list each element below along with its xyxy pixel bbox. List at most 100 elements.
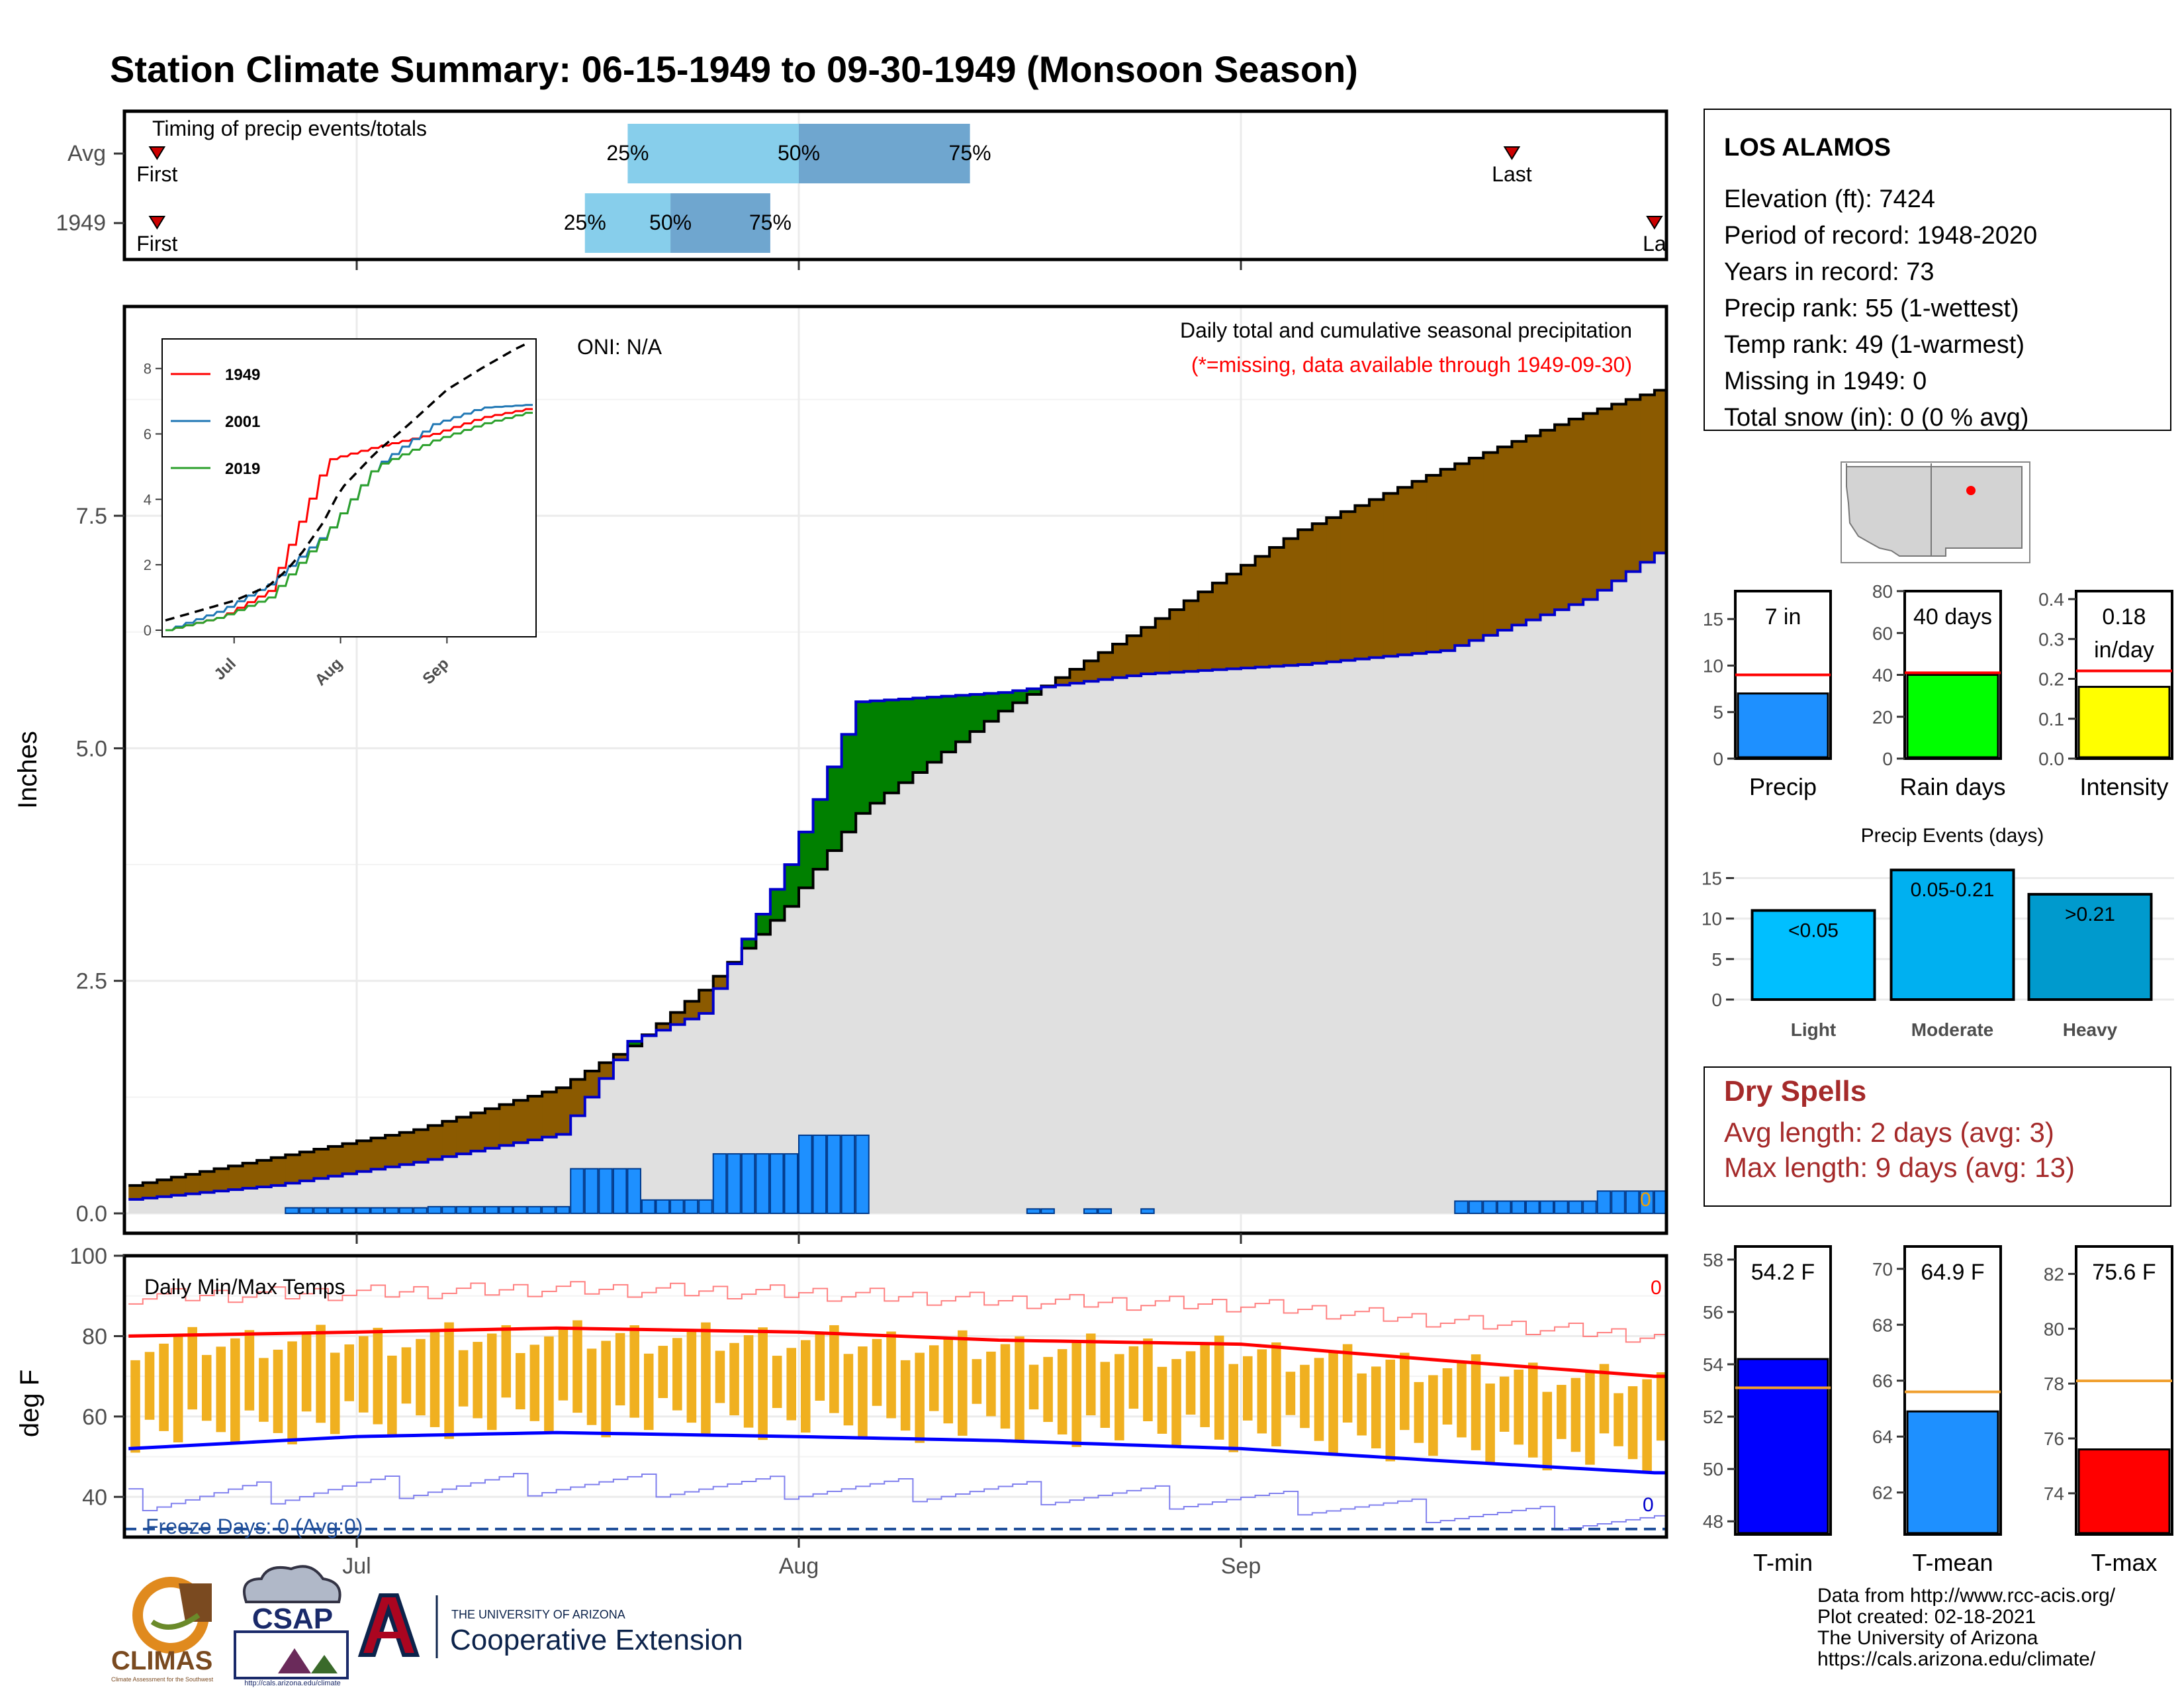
station-info-line-3: Precip rank: 55 (1-wettest): [1724, 295, 2019, 322]
precip-events-title: Precip Events (days): [1861, 825, 2044, 847]
cumulative-deficit-step: [357, 1141, 372, 1172]
timing-title: Timing of precip events/totals: [152, 117, 427, 140]
daily-temp-range-bar: [187, 1327, 197, 1410]
daily-temp-range-bar: [273, 1349, 283, 1433]
cumulative-deficit-step: [1654, 390, 1666, 553]
mini-rain-days-value-bar: [1906, 674, 1999, 759]
mini-intensity-x-label: Intensity: [2079, 773, 2168, 800]
cumulative-deficit-step: [599, 1062, 614, 1079]
timing-panel: 25% 50% 75% First Last 25% 50% 75% First La Timin…: [56, 109, 1668, 270]
daily-temp-range-bar: [786, 1348, 796, 1421]
station-info-box: LOS ALAMOS Elevation (ft): 7424 Period of…: [1704, 109, 2171, 432]
cumulative-deficit-step: [1212, 583, 1228, 670]
dry-spells-title: Dry Spells: [1724, 1075, 1866, 1107]
daily-temp-range-bar: [1271, 1342, 1281, 1446]
events-tick-label-2: 10: [1702, 909, 1722, 929]
daily-precip-bar: [727, 1153, 741, 1214]
cumulative-deficit-step: [1383, 493, 1398, 657]
cumulative-deficit-step: [1283, 538, 1298, 666]
daily-temp-range-bar: [473, 1342, 482, 1419]
daily-precip-bar: [1596, 1190, 1612, 1215]
cumulative-deficit-step: [1226, 574, 1242, 669]
temp-bar-t-max-tick-label-3: 80: [2044, 1319, 2064, 1339]
timing-label-q50: 50%: [778, 141, 820, 165]
events-x-label-moderate: Moderate: [1911, 1019, 1993, 1040]
timing-label-first: First: [136, 162, 177, 186]
daily-precip-bar: [327, 1207, 342, 1214]
inset-y-tick-label-1: 2: [144, 557, 152, 573]
daily-temp-range-bar: [230, 1338, 240, 1444]
mini-intensity-tick-label-0: 0.0: [2038, 749, 2064, 769]
daily-temp-range-bar: [943, 1338, 954, 1424]
daily-precip-bar: [555, 1205, 570, 1214]
cumulative-deficit-step: [527, 1096, 543, 1140]
temp-bar-t-max-x-label: T-max: [2091, 1549, 2157, 1576]
precip-heading: Daily total and cumulative seasonal prec…: [1180, 318, 1632, 342]
mini-intensity-value-bar: [2077, 686, 2171, 759]
cumulative-surplus-step: [927, 697, 942, 763]
daily-precip-bar: [1568, 1200, 1583, 1214]
daily-precip-bar: [655, 1199, 670, 1214]
daily-precip-bar: [441, 1205, 456, 1214]
daily-temp-range-bar: [1585, 1371, 1595, 1465]
cumulative-deficit-step: [456, 1117, 471, 1154]
precip-panel: 0.0 2.5 5.0 7.5 Inches ONI: N/A Daily total…: [13, 305, 1668, 1244]
precip-y-tick-label-1: 2.5: [76, 969, 107, 994]
daily-precip-bar: [341, 1207, 356, 1214]
daily-temp-range-bar: [1514, 1370, 1524, 1445]
mini-intensity-value-label: 0.18: [2102, 604, 2146, 630]
climas-logo: CLIMAS Climate Assessment for the Southw…: [111, 1577, 214, 1683]
station-info-line-6: Total snow (in): 0 (0 % avg): [1724, 404, 2028, 432]
daily-temp-range-bar: [1614, 1393, 1623, 1446]
mini-intensity-tick-label-4: 0.4: [2038, 589, 2064, 610]
temp-bar-t-min-tick-label-5: 58: [1703, 1250, 1723, 1270]
cumulative-surplus-step: [898, 698, 913, 783]
cumulative-deficit-step: [1440, 469, 1455, 651]
cumulative-surplus-step: [627, 1041, 643, 1047]
daily-precip-bar: [1040, 1208, 1055, 1214]
daily-temp-range-bar: [586, 1348, 597, 1425]
daily-temp-range-bar: [1200, 1343, 1210, 1427]
mini-intensity-tick-label-3: 0.3: [2038, 629, 2064, 649]
cumulative-deficit-step: [1126, 635, 1142, 676]
temp-bar-t-mean-tick-label-1: 64: [1872, 1427, 1893, 1447]
ua-logo-big-text: Cooperative Extension: [450, 1624, 743, 1656]
daily-precip-bar: [1097, 1208, 1113, 1214]
temp-count-bottom: 0: [1643, 1494, 1654, 1516]
credit-line-2: Plot created: 02-18-2021: [1817, 1606, 2036, 1628]
daily-temp-range-bar: [1100, 1362, 1111, 1428]
mini-precip-x-label: Precip: [1749, 773, 1817, 800]
timing-bar-q25-q50: [584, 193, 671, 253]
daily-temp-range-bar: [1314, 1358, 1324, 1441]
daily-temp-range-bar: [1442, 1368, 1453, 1425]
timing-marker-last: [1503, 146, 1521, 160]
station-info-line-4: Temp rank: 49 (1-warmest): [1724, 331, 2025, 359]
daily-temp-range-bar: [972, 1359, 982, 1404]
daily-temp-range-bar: [344, 1344, 354, 1401]
cumulative-deficit-step: [1625, 399, 1641, 572]
daily-temp-range-bar: [1499, 1376, 1510, 1432]
daily-temp-range-bar: [501, 1325, 512, 1398]
daily-precip-bar: [427, 1205, 442, 1214]
cumulative-deficit-step: [670, 1012, 686, 1025]
daily-temp-range-bar: [1071, 1341, 1081, 1447]
cumulative-deficit-step: [1597, 408, 1612, 590]
daily-precip-bar: [784, 1153, 799, 1214]
temp-y-tick-label-1: 60: [82, 1405, 107, 1430]
daily-precip-bar: [1496, 1200, 1512, 1214]
station-location-dot: [1966, 486, 1976, 495]
daily-temp-range-bar: [958, 1330, 968, 1436]
daily-precip-bar: [285, 1207, 299, 1214]
daily-temp-range-bar: [829, 1325, 839, 1413]
cumulative-deficit-step: [1298, 530, 1313, 665]
temp-bar-t-min-tick-label-3: 54: [1703, 1354, 1723, 1375]
cumulative-deficit-step: [314, 1149, 329, 1179]
station-info-line-0: Elevation (ft): 7424: [1724, 185, 1935, 213]
state-map: [1841, 461, 2030, 563]
daily-temp-range-bar: [486, 1333, 497, 1430]
cumulative-surplus-step: [998, 692, 1013, 712]
cumulative-deficit-step: [684, 1001, 700, 1019]
cumulative-surplus-step: [827, 767, 842, 851]
daily-precip-bar: [584, 1168, 599, 1214]
timing-label-first: First: [136, 232, 177, 256]
